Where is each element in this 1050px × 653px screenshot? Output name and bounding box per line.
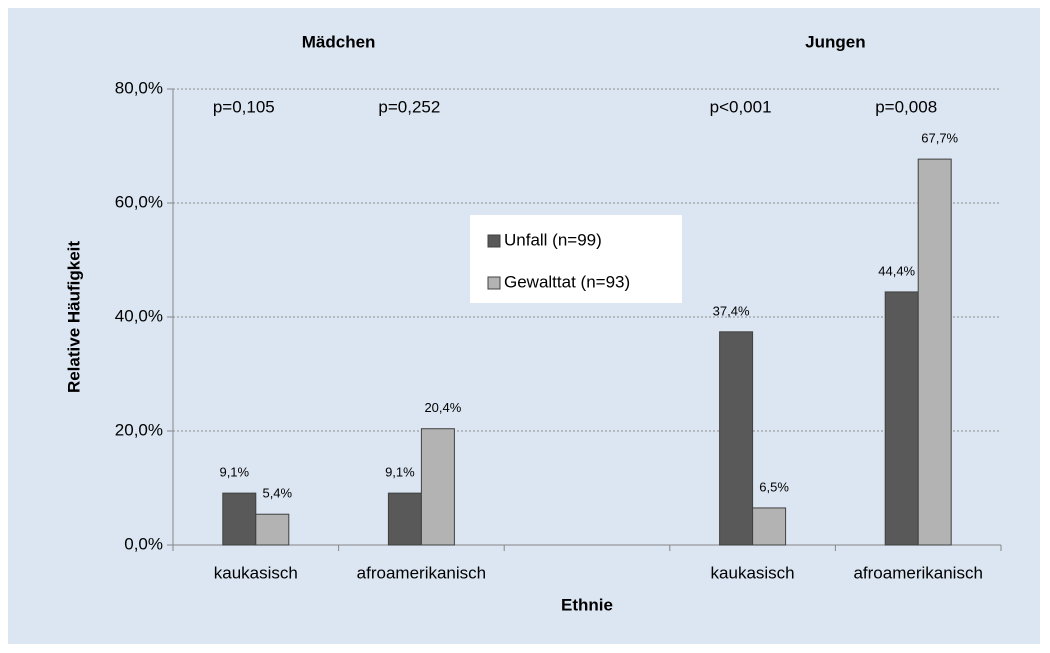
p-value: p=0,008: [875, 97, 937, 116]
y-tick-label: 80,0%: [115, 78, 163, 97]
y-tick-label: 20,0%: [115, 420, 163, 439]
x-axis-label: Ethnie: [561, 595, 613, 614]
bar: [387, 492, 422, 546]
bar: [420, 428, 455, 546]
legend-label: Gewalttat (n=93): [504, 272, 630, 291]
p-value: p=0,105: [213, 97, 275, 116]
value-label: 44,4%: [878, 263, 915, 278]
legend-box: [470, 215, 682, 303]
value-label: 20,4%: [424, 400, 461, 415]
p-value: p<0,001: [710, 97, 772, 116]
bar: [752, 507, 787, 546]
p-value: p=0,252: [378, 97, 440, 116]
y-tick-label: 0,0%: [124, 534, 163, 553]
bar: [719, 331, 754, 546]
chart-background: [8, 8, 1040, 644]
value-label: 6,5%: [759, 479, 789, 494]
legend-label: Unfall (n=99): [504, 230, 602, 249]
group-label: Mädchen: [302, 32, 376, 51]
bar: [222, 492, 257, 546]
bar: [884, 291, 919, 546]
y-tick-label: 40,0%: [115, 306, 163, 325]
bar: [917, 158, 952, 546]
x-tick-label: afroamerikanisch: [853, 563, 982, 582]
x-tick-label: kaukasisch: [214, 563, 298, 582]
value-label: 5,4%: [262, 486, 292, 501]
value-label: 67,7%: [921, 131, 958, 146]
legend-swatch: [487, 234, 501, 248]
legend-swatch: [487, 276, 501, 290]
x-tick-label: afroamerikanisch: [357, 563, 486, 582]
bar: [255, 513, 290, 546]
x-tick-label: kaukasisch: [711, 563, 795, 582]
value-label: 9,1%: [385, 465, 415, 480]
value-label: 37,4%: [713, 303, 750, 318]
value-label: 9,1%: [219, 465, 249, 480]
y-tick-label: 60,0%: [115, 192, 163, 211]
group-label: Jungen: [805, 32, 865, 51]
y-axis-label: Relative Häufigkeit: [64, 241, 83, 393]
